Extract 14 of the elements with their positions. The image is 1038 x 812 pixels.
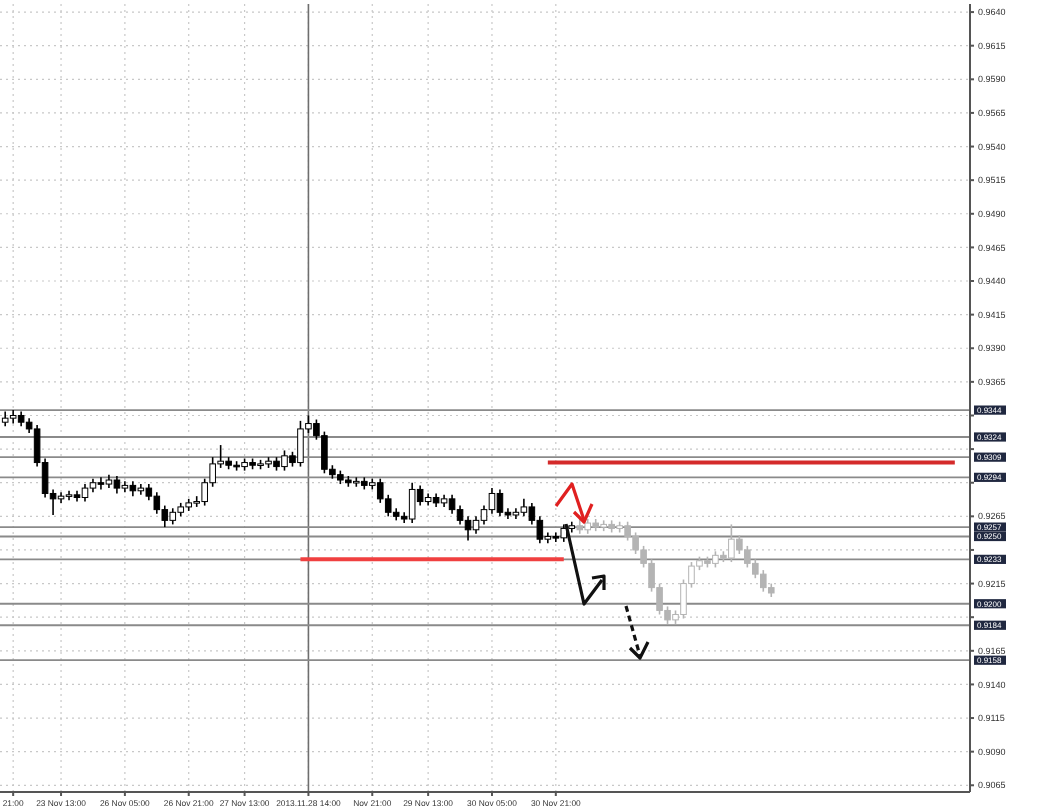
candlestick [760, 569, 767, 593]
candlestick [281, 449, 288, 472]
candlestick [496, 488, 504, 518]
candlestick [728, 523, 735, 563]
candlestick [456, 504, 464, 526]
candlestick [488, 487, 496, 515]
candlestick [744, 545, 751, 569]
candlestick [552, 531, 560, 543]
candlestick [153, 491, 161, 515]
candlestick [297, 420, 304, 468]
candlestick [97, 476, 105, 491]
candlestick [321, 430, 328, 475]
candlestick [9, 409, 17, 425]
candlestick [408, 481, 416, 524]
